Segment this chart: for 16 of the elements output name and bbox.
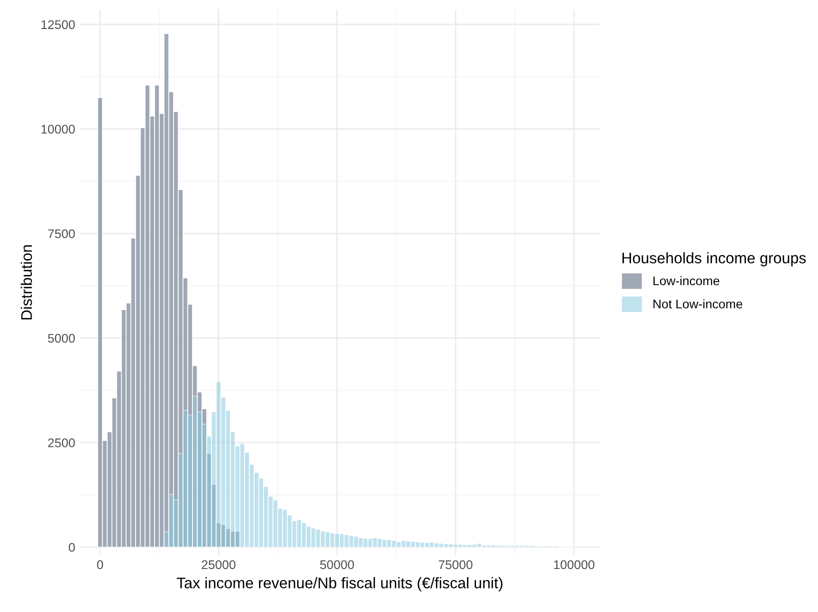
y-tick-label: 2500 <box>48 438 75 448</box>
x-tick-label: 75000 <box>438 560 472 570</box>
y-tick-label: 10000 <box>42 124 75 134</box>
y-tick-label: 0 <box>68 542 75 552</box>
x-tick-label: 0 <box>97 560 104 570</box>
y-tick-label: 5000 <box>48 334 75 343</box>
y-axis-title: Distribution <box>20 245 32 320</box>
x-axis-title: Tax income revenue/Nb fiscal units (€/fiscal unit) <box>176 577 502 592</box>
x-tick-label: 50000 <box>320 560 354 570</box>
legend-label: Low-income <box>654 276 720 286</box>
x-tick-label: 100000 <box>554 560 594 570</box>
y-tick-label: 12500 <box>42 20 75 30</box>
x-tick-label: 25000 <box>202 560 236 570</box>
legend-title: Households income groups <box>622 252 806 266</box>
legend-label: Not Low-income <box>654 299 742 308</box>
y-tick-label: 7500 <box>48 229 75 238</box>
